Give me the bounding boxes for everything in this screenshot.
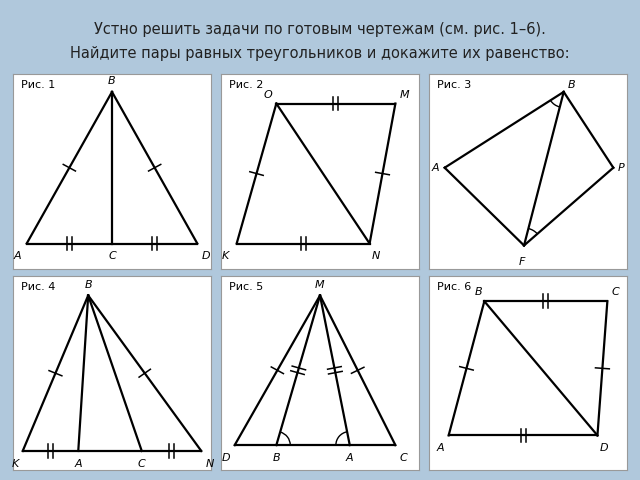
Text: A: A [346,453,353,463]
Text: M: M [315,280,325,289]
Text: C: C [138,459,146,469]
Text: B: B [108,76,116,86]
Text: F: F [519,257,525,267]
Text: Рис. 2: Рис. 2 [228,80,263,90]
Text: C: C [399,453,407,463]
Text: D: D [600,443,608,453]
Text: D: D [222,453,231,463]
Text: Найдите пары равных треугольников и докажите их равенство:: Найдите пары равных треугольников и дока… [70,46,570,60]
Text: A: A [437,443,445,453]
Text: Рис. 1: Рис. 1 [20,80,55,90]
Text: N: N [372,252,380,261]
Text: N: N [205,459,214,469]
Text: Рис. 5: Рис. 5 [228,282,263,292]
Text: C: C [611,288,619,298]
Text: A: A [431,163,439,173]
Text: Рис. 6: Рис. 6 [436,282,471,292]
Text: M: M [399,90,409,100]
Text: K: K [12,459,19,469]
Text: Рис. 3: Рис. 3 [436,80,471,90]
Text: B: B [273,453,280,463]
Text: K: K [221,252,228,261]
Text: P: P [618,163,624,173]
Text: O: O [264,90,273,100]
Text: A: A [13,252,20,261]
Text: D: D [202,252,210,261]
Text: B: B [84,280,92,289]
Text: B: B [475,288,483,298]
Text: C: C [108,252,116,261]
Text: B: B [568,80,575,90]
Text: Устно решить задачи по готовым чертежам (см. рис. 1–6).: Устно решить задачи по готовым чертежам … [94,22,546,36]
Text: A: A [74,459,82,469]
Text: Рис. 4: Рис. 4 [20,282,55,292]
